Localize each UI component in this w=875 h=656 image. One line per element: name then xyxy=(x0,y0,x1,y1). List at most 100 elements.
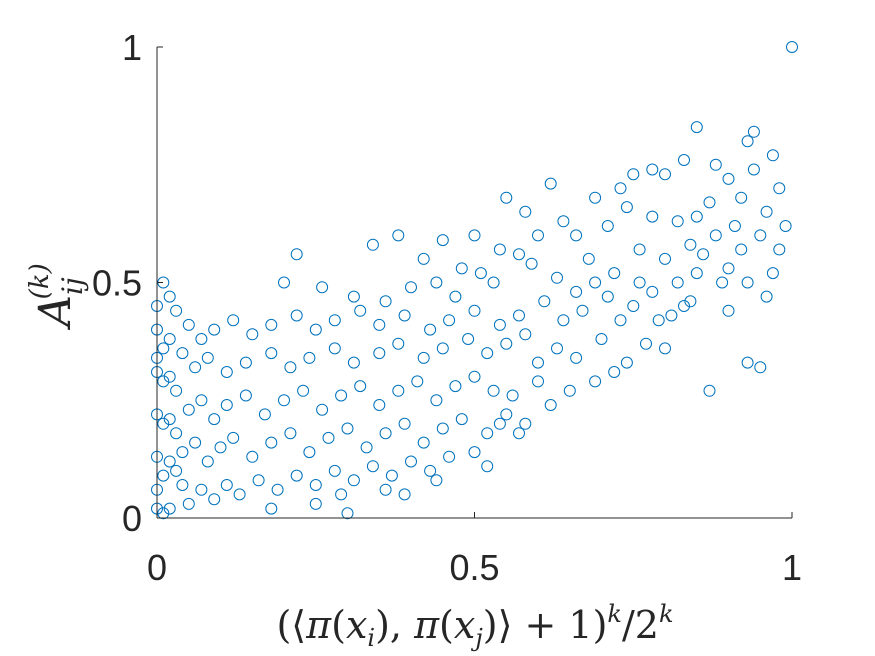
data-point xyxy=(176,446,189,459)
y-ticks: 00.51 xyxy=(92,27,163,539)
data-point xyxy=(690,210,703,223)
svg-text:Aij(k): Aij(k) xyxy=(25,263,89,330)
data-point xyxy=(157,417,170,430)
data-point xyxy=(493,417,506,430)
data-point xyxy=(239,356,252,369)
data-point xyxy=(468,304,481,317)
data-point xyxy=(341,507,354,520)
data-point xyxy=(773,243,786,256)
data-point xyxy=(735,243,748,256)
data-points xyxy=(151,41,798,520)
data-point xyxy=(398,488,411,501)
data-point xyxy=(741,135,754,148)
data-point xyxy=(366,238,379,251)
data-point xyxy=(595,333,608,345)
data-point xyxy=(544,399,557,411)
data-point xyxy=(163,290,176,303)
data-point xyxy=(633,243,646,256)
data-point xyxy=(728,220,741,232)
data-point xyxy=(576,304,589,317)
data-point xyxy=(341,422,354,435)
data-point xyxy=(659,252,671,265)
data-point xyxy=(379,295,392,308)
data-point xyxy=(392,384,405,397)
data-point xyxy=(157,375,170,388)
data-point xyxy=(405,455,417,468)
data-point xyxy=(398,309,411,322)
data-point xyxy=(163,455,176,468)
data-point xyxy=(570,285,583,298)
data-point xyxy=(716,276,729,289)
data-point xyxy=(500,337,513,350)
data-point xyxy=(290,469,303,482)
data-point xyxy=(271,483,284,496)
data-point xyxy=(532,356,544,369)
data-point xyxy=(563,384,576,397)
data-point xyxy=(570,351,583,364)
y-tick-label: 0 xyxy=(122,498,142,539)
data-point xyxy=(601,220,614,232)
data-point xyxy=(278,394,290,407)
x-axis-title: (⟨π(xi), π(xj)⟩ + 1)k/2k xyxy=(276,600,673,652)
data-point xyxy=(405,281,417,294)
data-point xyxy=(487,276,500,289)
data-point xyxy=(665,309,678,322)
data-point xyxy=(220,479,233,491)
data-point xyxy=(170,384,183,397)
data-point xyxy=(487,384,500,397)
data-point xyxy=(601,290,614,303)
data-point xyxy=(297,384,310,397)
data-point xyxy=(525,257,538,270)
data-point xyxy=(519,417,532,430)
plot-area: 0 0.5 1 00.51 xyxy=(92,27,802,588)
data-point xyxy=(290,248,303,261)
data-point xyxy=(513,309,525,322)
data-point xyxy=(163,413,176,426)
data-point xyxy=(163,370,176,383)
data-point xyxy=(214,441,227,454)
data-point xyxy=(620,201,633,214)
data-point xyxy=(163,502,176,515)
data-point xyxy=(265,502,278,515)
data-point xyxy=(252,474,265,487)
data-point xyxy=(335,389,348,402)
data-point xyxy=(170,464,183,477)
y-axis-title-superscript: (k) xyxy=(25,263,55,299)
data-point xyxy=(589,375,602,388)
data-point xyxy=(201,351,214,364)
data-point xyxy=(557,215,570,228)
data-point xyxy=(754,361,767,374)
data-point xyxy=(544,177,557,190)
data-point xyxy=(398,417,411,430)
data-point xyxy=(227,314,240,327)
data-point xyxy=(754,229,767,242)
data-point xyxy=(786,41,798,53)
data-point xyxy=(722,304,735,317)
data-point xyxy=(354,304,367,317)
data-point xyxy=(309,323,322,336)
data-point xyxy=(589,276,602,289)
data-point xyxy=(284,427,297,440)
data-point xyxy=(195,333,208,345)
data-point xyxy=(309,479,322,491)
data-point xyxy=(189,436,202,449)
data-point xyxy=(614,182,627,195)
data-point xyxy=(322,431,335,444)
data-point xyxy=(227,431,240,444)
data-point xyxy=(709,229,722,242)
data-point xyxy=(303,446,316,459)
data-point xyxy=(481,347,494,360)
data-point xyxy=(316,403,329,416)
data-point xyxy=(265,318,278,331)
data-point xyxy=(424,464,437,477)
data-point xyxy=(551,342,563,355)
data-point xyxy=(258,408,271,421)
x-ticks: 0 0.5 1 xyxy=(147,512,802,588)
data-point xyxy=(684,295,697,308)
data-point xyxy=(671,276,684,289)
data-point xyxy=(385,469,398,482)
data-point xyxy=(741,356,754,369)
data-point xyxy=(163,333,176,345)
data-point xyxy=(392,337,405,350)
